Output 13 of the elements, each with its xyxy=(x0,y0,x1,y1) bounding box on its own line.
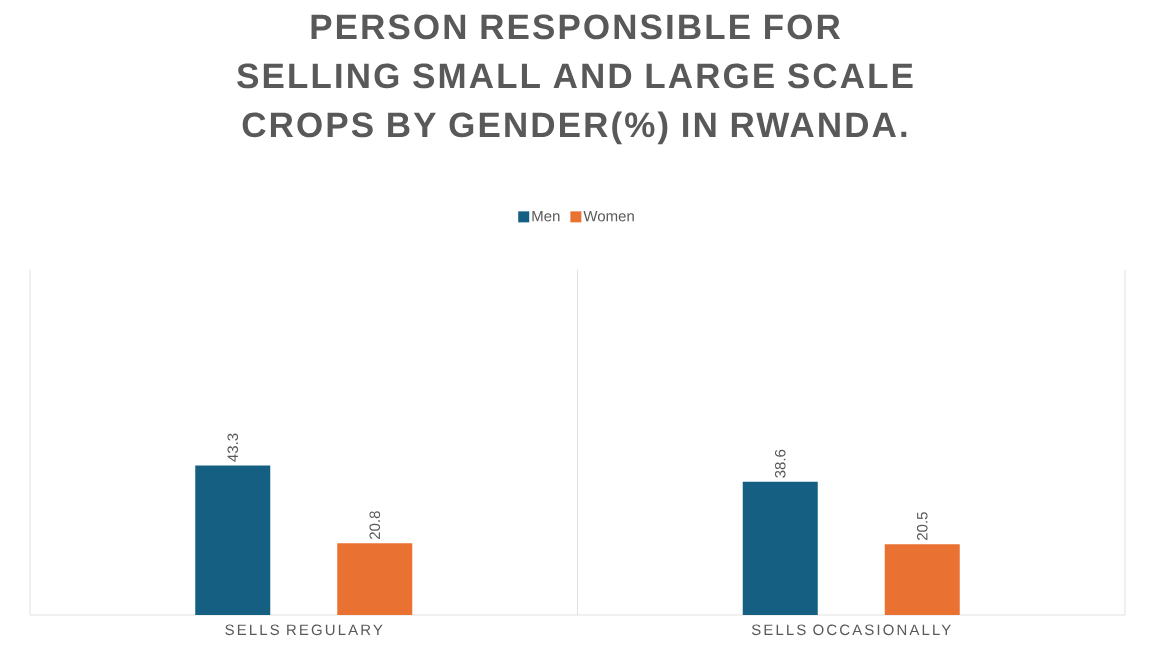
x-tick-label: SELLS REGULARY xyxy=(225,624,383,636)
bar xyxy=(884,544,960,615)
bar xyxy=(195,465,271,615)
legend-label: Women xyxy=(583,210,634,222)
bar xyxy=(337,543,413,615)
bar xyxy=(742,481,818,615)
x-tick-label: SELLS OCCASIONALLY xyxy=(751,624,951,636)
chart-title: PERSON RESPONSIBLE FOR SELLING SMALL AND LARGE SCALE CROPS BY GENDER(%) IN RWANDA. xyxy=(237,14,913,145)
data-label: 43.3 xyxy=(227,433,239,462)
data-label: 20.8 xyxy=(369,511,381,539)
legend-label: Men xyxy=(532,210,560,222)
data-label: 20.5 xyxy=(916,512,928,540)
data-label: 38.6 xyxy=(774,449,786,478)
